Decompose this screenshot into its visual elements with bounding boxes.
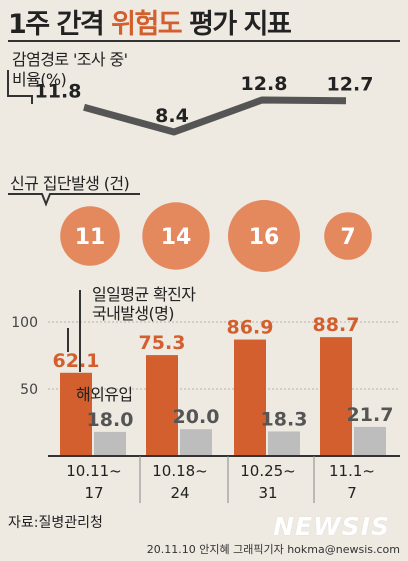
overseas-bar [354, 426, 386, 456]
domestic-value-label: 75.3 [139, 332, 186, 354]
domestic-value-label: 62.1 [53, 350, 100, 372]
x-tick-label: 24 [170, 484, 189, 502]
overseas-value-label: 20.0 [173, 406, 220, 428]
domestic-label-line1: 일일평균 확진자 [92, 285, 196, 304]
ratio-label-bracket [7, 70, 33, 104]
overseas-value-label: 21.7 [347, 404, 394, 426]
overseas-value-label: 18.0 [87, 409, 134, 431]
cluster-value-label: 7 [340, 225, 355, 250]
cluster-bubble [228, 200, 300, 272]
cluster-value-label: 16 [249, 225, 280, 250]
ratio-label-line2: 비율(%) [12, 70, 67, 89]
x-tick-label: 17 [84, 484, 103, 502]
daily-cases-bar-chart: 62.1 75.3 86.9 88.7 18.0 20.0 18.3 21.7 [53, 314, 394, 456]
x-tick-label: 10.18~ [152, 462, 208, 480]
cluster-bubble [324, 212, 372, 260]
domestic-bar [146, 355, 178, 456]
newsis-watermark: NEWSIS [273, 512, 390, 541]
domestic-value-label: 88.7 [313, 314, 360, 336]
domestic-bar [320, 337, 352, 456]
x-tick-label: 10.11~ [66, 462, 122, 480]
title-highlight: 위험도 [111, 9, 183, 40]
ratio-line-chart: 11.8 8.4 12.8 12.7 [35, 73, 374, 136]
domestic-value-label: 86.9 [227, 317, 274, 339]
ratio-label-line1: 감염경로 '조사 중' [12, 50, 128, 69]
cluster-label: 신규 집단발생 (건) [10, 174, 130, 193]
title-prefix: 1주 간격 [8, 9, 105, 40]
y-tick-label: 50 [20, 382, 38, 398]
x-axis: 10.11~ 17 10.18~ 24 10.25~ 31 11.1~ 7 [48, 455, 400, 503]
ratio-data-label: 12.8 [241, 73, 288, 95]
overseas-bar [180, 429, 212, 456]
cluster-bubble [60, 206, 120, 266]
credit-text: 20.11.10 안지혜 그래픽기자 hokma@newsis.com [146, 543, 400, 556]
overseas-value-label: 18.3 [261, 408, 308, 430]
ratio-data-label: 8.4 [155, 105, 189, 127]
cluster-label-bracket [8, 193, 140, 207]
domestic-bar [234, 339, 266, 456]
overseas-bar [268, 431, 300, 456]
title-suffix: 평가 지표 [189, 9, 292, 40]
source-text: 자료:질병관리청 [8, 515, 103, 531]
x-tick-label: 7 [347, 484, 357, 502]
page-title: 1주 간격 위험도 평가 지표 [8, 2, 292, 41]
ratio-data-label: 12.7 [327, 74, 374, 96]
ratio-line-series [83, 96, 347, 136]
domestic-label-line2: 국내발생(명) [92, 304, 174, 323]
cluster-bubble [142, 202, 210, 270]
overseas-label: 해외유입 [76, 385, 133, 404]
cluster-bubble-chart: 11 14 16 7 [60, 200, 372, 272]
title-divider [8, 40, 400, 42]
x-tick-label: 11.1~ [329, 462, 375, 480]
x-tick-label: 31 [258, 484, 277, 502]
x-tick-label: 10.25~ [240, 462, 296, 480]
ratio-data-label: 11.8 [35, 80, 82, 102]
y-tick-label: 100 [11, 315, 38, 331]
overseas-bar [94, 431, 126, 456]
domestic-bar [60, 372, 92, 456]
cluster-value-label: 14 [161, 225, 192, 250]
cluster-value-label: 11 [75, 225, 106, 250]
